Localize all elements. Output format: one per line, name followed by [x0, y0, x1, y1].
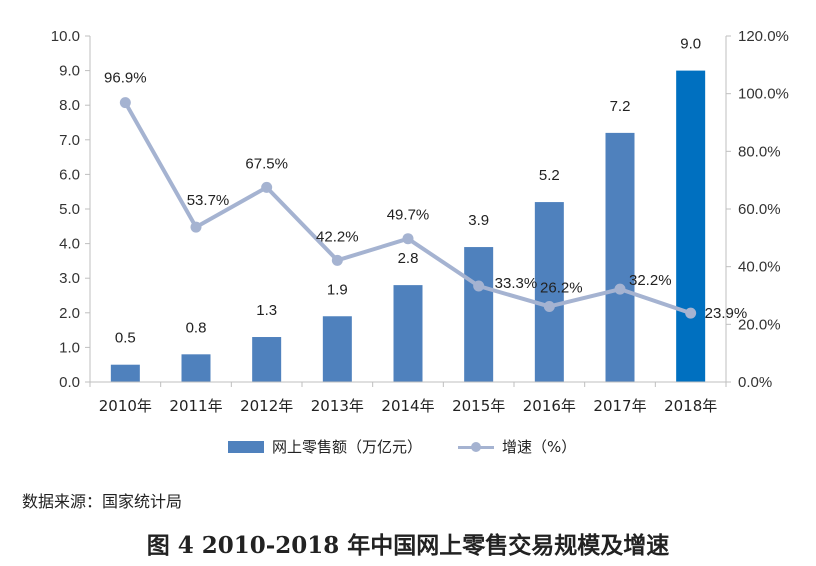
figure-caption: 图 4 2010-2018 年中国网上零售交易规模及增速	[146, 532, 670, 559]
y-left-tick-label: 1.0	[59, 339, 80, 356]
labels-layer: 0.5 0.8 1.3 1.9 2.8 3.9 5.2 7.2 9.0 96.9% 53.7% 67.…	[104, 36, 747, 347]
bar	[252, 337, 282, 382]
axes-layer: 0.0 1.0 2.0 3.0 4.0 5.0 6.0 7.0 8.0 9.0 10.0 0.0% 20…	[51, 28, 789, 415]
growth-point	[331, 254, 343, 266]
legend-bar-swatch	[228, 440, 264, 453]
bar	[534, 202, 564, 382]
y-left-tick-label: 5.0	[59, 201, 80, 218]
y-right-tick-label: 0.0%	[738, 374, 772, 391]
legend-line-label: 增速（%）	[502, 438, 577, 456]
x-tick-label: 2012年	[240, 397, 293, 415]
bar-data-label: 7.2	[610, 98, 631, 115]
x-tick-label: 2014年	[381, 397, 434, 415]
line-data-label: 42.2%	[316, 228, 359, 245]
bar	[110, 364, 140, 382]
bar-data-label: 1.9	[327, 281, 348, 298]
y-left-tick-label: 2.0	[59, 305, 80, 322]
bar	[322, 316, 352, 382]
bar-data-label: 2.8	[398, 250, 419, 267]
legend-line-swatch	[458, 441, 495, 453]
y-left-tick-label: 3.0	[59, 270, 80, 287]
bar-data-label: 5.2	[539, 167, 560, 184]
line-data-label: 96.9%	[104, 70, 147, 87]
line-data-label: 32.2%	[629, 272, 672, 289]
bar	[181, 354, 211, 382]
x-tick-label: 2018年	[664, 397, 717, 415]
y-left-tick-label: 8.0	[59, 97, 80, 114]
legend: 网上零售额（万亿元） 增速（%）	[228, 436, 612, 457]
line-data-label: 49.7%	[387, 207, 430, 224]
line-data-label: 33.3%	[495, 275, 538, 292]
x-tick-label: 2017年	[593, 397, 646, 415]
growth-point	[685, 307, 697, 319]
growth-point	[119, 97, 131, 109]
legend-item-bar: 网上零售额（万亿元）	[228, 436, 422, 457]
line-data-label: 23.9%	[705, 305, 748, 322]
chart-svg: 0.0 1.0 2.0 3.0 4.0 5.0 6.0 7.0 8.0 9.0 10.0 0.0% 20…	[51, 28, 789, 415]
y-right-tick-label: 100.0%	[738, 86, 789, 103]
y-left-tick-label: 9.0	[59, 63, 80, 80]
x-tick-label: 2015年	[452, 397, 505, 415]
bar-data-label: 3.9	[468, 212, 489, 229]
bar-data-label: 9.0	[680, 36, 701, 53]
y-left-tick-label: 7.0	[59, 132, 80, 149]
bar-data-label: 0.5	[115, 330, 136, 347]
source-note: 数据来源：国家统计局	[22, 492, 183, 511]
x-tick-label: 2011年	[169, 397, 222, 415]
growth-point	[473, 280, 485, 292]
x-tick-label: 2010年	[99, 397, 152, 415]
y-right-tick-label: 40.0%	[738, 259, 781, 276]
x-tick-label: 2016年	[523, 397, 576, 415]
bar-data-label: 0.8	[186, 319, 207, 336]
bar	[393, 285, 423, 382]
growth-point	[261, 181, 273, 193]
bar	[676, 70, 706, 382]
growth-point	[614, 283, 626, 295]
y-right-tick-label: 80.0%	[738, 143, 781, 160]
bars-layer	[110, 70, 706, 382]
y-left-tick-label: 4.0	[59, 236, 80, 253]
legend-bar-label: 网上零售额（万亿元）	[272, 438, 423, 456]
growth-point	[402, 233, 414, 245]
y-right-tick-label: 60.0%	[738, 201, 781, 218]
growth-point	[543, 300, 555, 312]
legend-item-line: 增速（%）	[458, 436, 576, 457]
line-data-label: 26.2%	[540, 279, 583, 296]
bar	[464, 247, 494, 382]
line-data-label: 53.7%	[187, 192, 230, 209]
bar	[605, 132, 635, 382]
growth-point	[190, 221, 202, 233]
bar-data-label: 1.3	[256, 302, 277, 319]
line-data-label: 67.5%	[245, 155, 288, 172]
y-left-tick-label: 6.0	[59, 166, 80, 183]
y-right-tick-label: 20.0%	[738, 316, 781, 333]
line-layer	[119, 97, 697, 319]
y-right-tick-label: 120.0%	[738, 28, 789, 45]
y-left-tick-label: 0.0	[59, 374, 80, 391]
y-left-tick-label: 10.0	[51, 28, 80, 45]
x-tick-label: 2013年	[311, 397, 364, 415]
